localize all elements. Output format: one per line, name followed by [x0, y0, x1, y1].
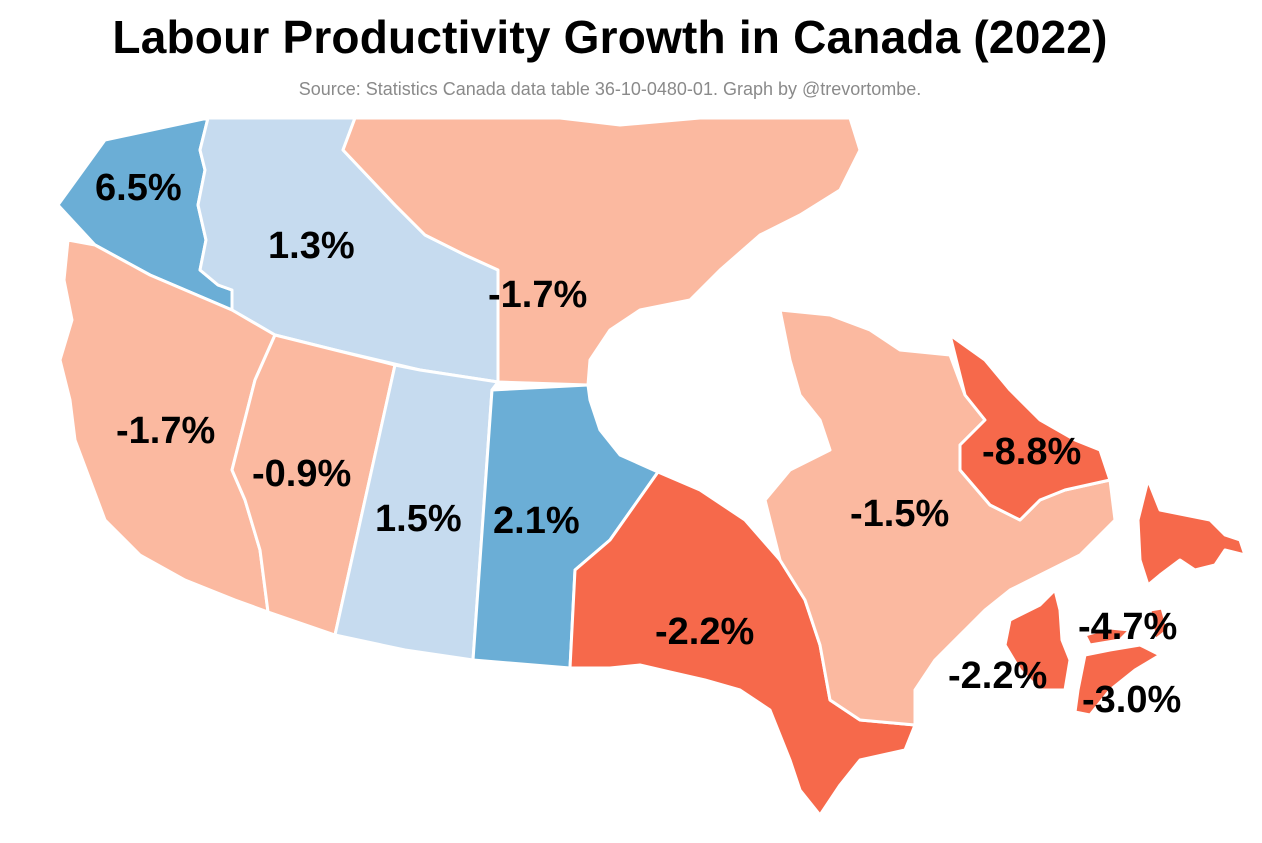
label-ab: -0.9% — [252, 453, 351, 495]
label-nl: -8.8% — [982, 431, 1081, 473]
region-nb[interactable] — [1003, 588, 1072, 692]
region-ab[interactable] — [230, 333, 397, 637]
region-ns[interactable] — [1073, 643, 1162, 717]
region-ns-cape-breton — [1148, 606, 1170, 642]
label-pe: -4.7% — [1078, 606, 1177, 648]
label-bc: -1.7% — [116, 410, 215, 452]
region-nu[interactable] — [341, 116, 862, 387]
label-nu: -1.7% — [488, 274, 587, 316]
region-bc[interactable] — [58, 238, 277, 614]
map-title: Labour Productivity Growth in Canada (20… — [112, 11, 1108, 63]
label-ns: -3.0% — [1082, 679, 1181, 721]
label-sk: 1.5% — [375, 498, 462, 540]
label-qc: -1.5% — [850, 493, 949, 535]
region-nl-island — [1136, 478, 1247, 587]
map-subtitle: Source: Statistics Canada data table 36-… — [298, 79, 922, 99]
label-nt: 1.3% — [268, 225, 355, 267]
label-nb: -2.2% — [948, 655, 1047, 697]
label-yt: 6.5% — [95, 167, 182, 209]
region-pe[interactable] — [1083, 626, 1132, 647]
label-on: -2.2% — [655, 611, 754, 653]
region-nl[interactable] — [948, 333, 1112, 522]
label-mb: 2.1% — [493, 500, 580, 542]
